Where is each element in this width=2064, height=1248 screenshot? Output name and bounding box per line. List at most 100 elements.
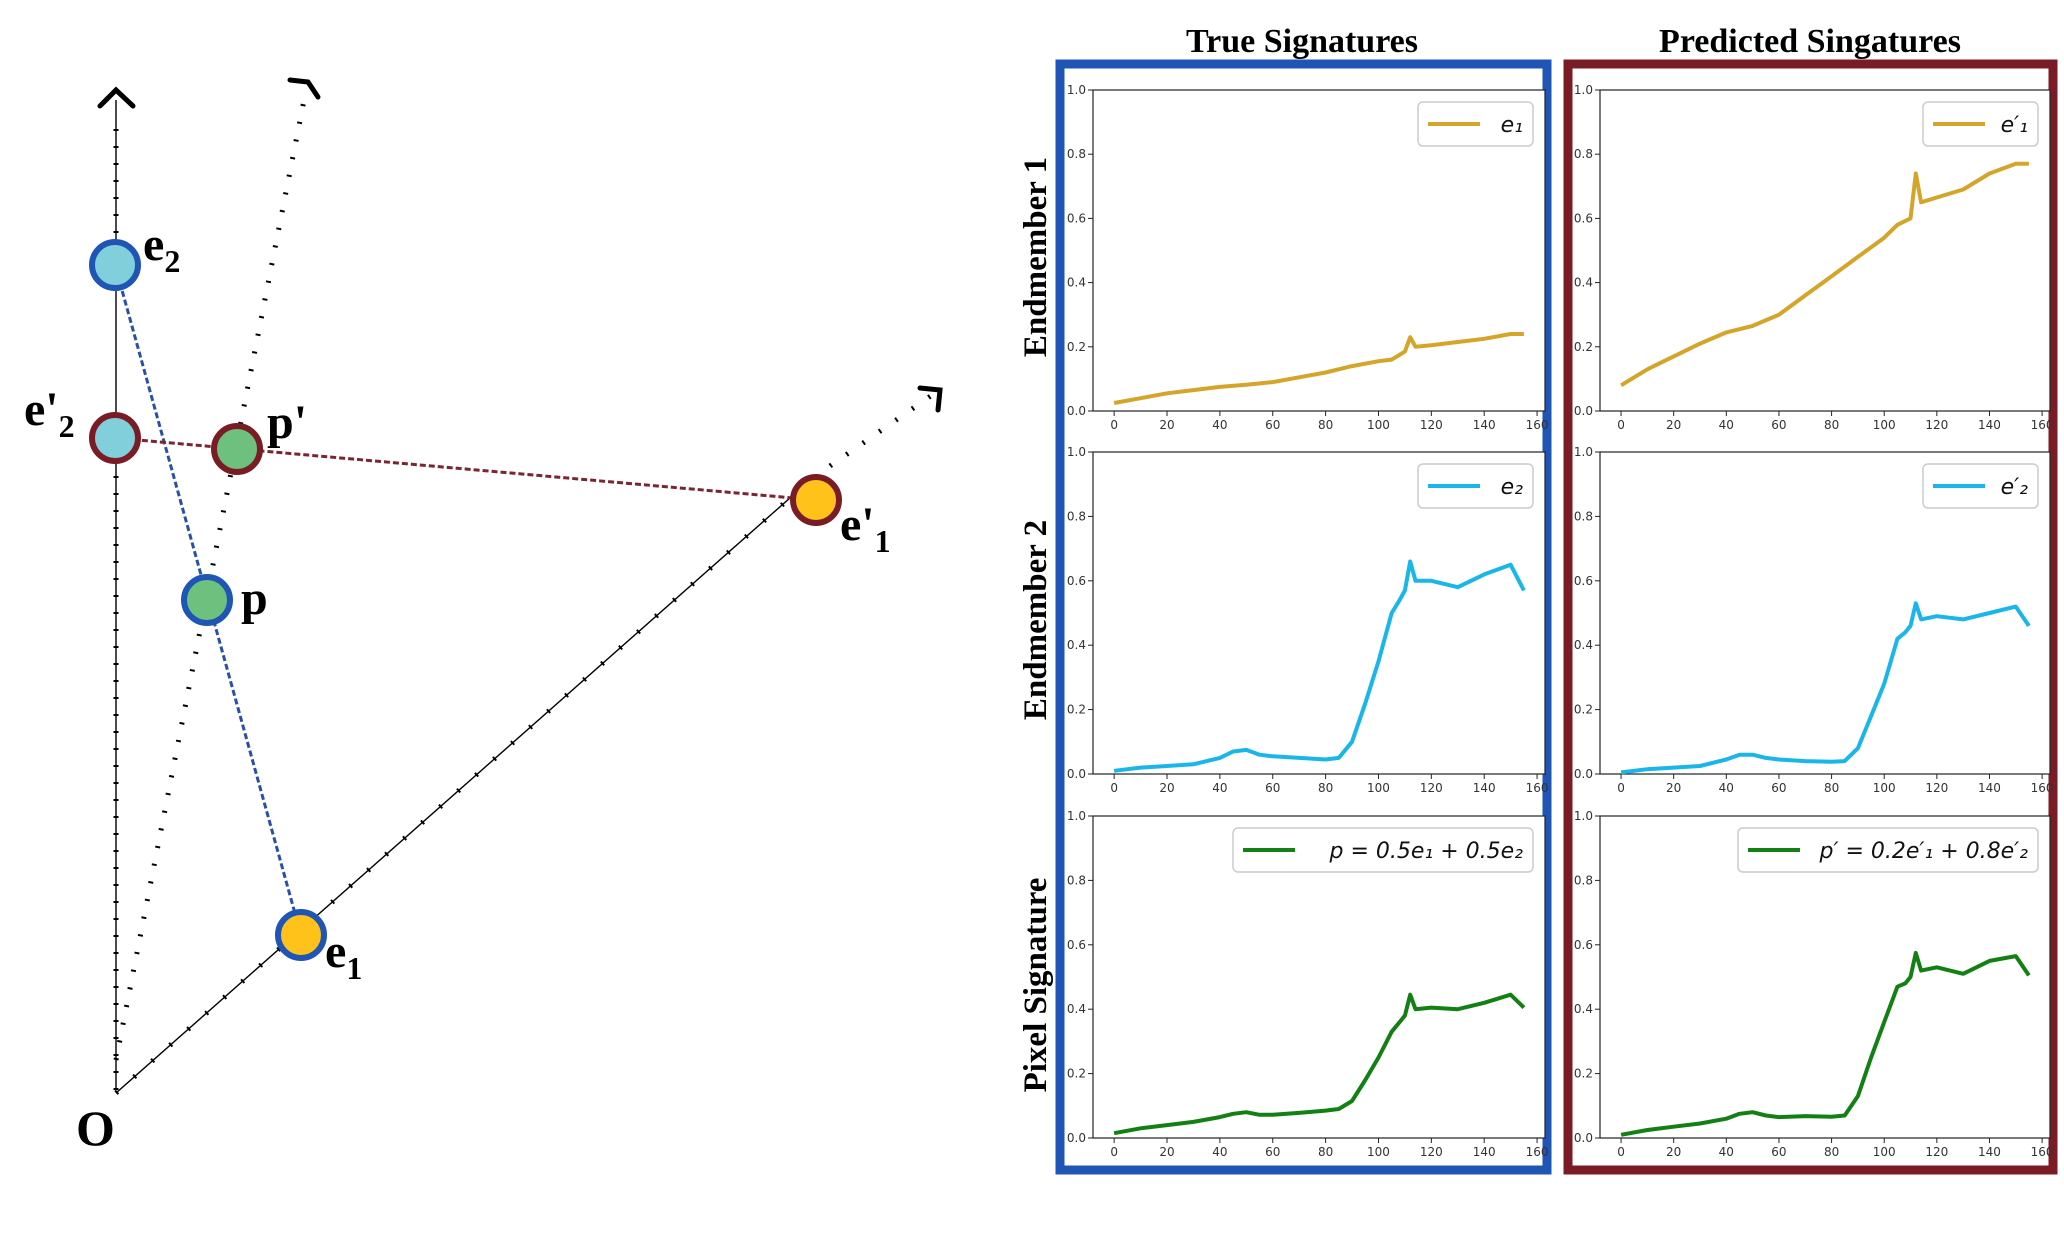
x-tick-label: 140	[1978, 781, 2001, 795]
x-tick-label: 120	[1420, 1145, 1443, 1159]
y-tick-label: 0.2	[1067, 1067, 1086, 1081]
endmember-geometry-diagram: O e2 e'2 p' p e'1 e1	[24, 77, 943, 1156]
pred-endmember-1-series-line	[1620, 161, 2029, 388]
plot-grid: 0 20 40 60 80 100 120 140 160 0.0 0.2 0.4 0.6 0.8 1.0 e…	[1067, 83, 2054, 1159]
y-tick-label: 1.0	[1574, 445, 1593, 459]
x-tick-label: 100	[1367, 418, 1390, 432]
true-endmember-1-series-line	[1113, 332, 1524, 405]
y-tick-label: 0.4	[1067, 276, 1086, 290]
x-tick-label: 60	[1265, 418, 1280, 432]
pred-pixel-plot: 0 20 40 60 80 100 120 140 160 0.0 0.2 0.4 0.6 0.8 1.0 p…	[1574, 809, 2054, 1159]
y-tick-label: 0.8	[1067, 873, 1086, 887]
y-tick-label: 1.0	[1067, 809, 1086, 823]
y-tick-label: 0.4	[1067, 638, 1086, 652]
row-title-endmember-1: Endmember 1	[1018, 157, 1054, 357]
x-tick-label: 120	[1420, 418, 1443, 432]
y-tick-label: 1.0	[1574, 809, 1593, 823]
column-title-true: True Signatures	[1186, 23, 1418, 60]
label-p-prime: p'	[267, 396, 307, 449]
x-tick-label: 80	[1824, 781, 1839, 795]
point-p-prime	[211, 423, 263, 475]
pred-pixel-legend-label: p′ = 0.2e′₁ + 0.8e′₂	[1819, 839, 2029, 864]
label-origin: O	[76, 1100, 115, 1156]
x-tick-label: 20	[1666, 418, 1681, 432]
pred-endmember-1-legend-label: e′₁	[2001, 113, 2028, 138]
x-tick-label: 20	[1159, 418, 1174, 432]
x-tick-label: 140	[1473, 1145, 1496, 1159]
x-tick-label: 160	[1526, 781, 1549, 795]
x-tick-label: 40	[1719, 418, 1734, 432]
x-tick-label: 160	[2031, 418, 2054, 432]
y-tick-label: 0.0	[1574, 404, 1593, 418]
y-tick-label: 0.4	[1067, 1002, 1086, 1016]
y-tick-label: 0.2	[1574, 703, 1593, 717]
x-tick-label: 20	[1666, 781, 1681, 795]
column-title-predicted: Predicted Singatures	[1659, 23, 1961, 60]
y-tick-label: 0.6	[1574, 574, 1593, 588]
y-tick-label: 0.6	[1067, 574, 1086, 588]
true-pixel-legend-box	[1232, 827, 1534, 873]
pred-endmember-2-legend-label: e′₂	[2001, 475, 2029, 500]
true-signatures-frame	[1055, 59, 1552, 1175]
x-tick-label: 80	[1318, 418, 1333, 432]
x-tick-label: 80	[1318, 1145, 1333, 1159]
y-tick-label: 0.6	[1574, 211, 1593, 225]
y-tick-label: 0.0	[1067, 767, 1086, 781]
pred-endmember-2-series-line	[1620, 601, 2031, 775]
axis-arrowheads	[97, 77, 943, 413]
y-tick-label: 0.2	[1067, 340, 1086, 354]
y-tick-label: 0.8	[1067, 509, 1086, 523]
y-tick-label: 0.8	[1574, 509, 1593, 523]
y-tick-label: 0.8	[1574, 873, 1593, 887]
x-tick-label: 100	[1873, 1145, 1896, 1159]
label-e2-prime: e'2	[24, 383, 75, 444]
pred-endmember-1-plot: 0 20 40 60 80 100 120 140 160 0.0 0.2 0.4 0.6 0.8 1.0 e…	[1574, 83, 2054, 432]
true-endmember-2-series-line	[1113, 559, 1526, 773]
x-tick-label: 20	[1159, 1145, 1174, 1159]
x-tick-label: 40	[1212, 418, 1227, 432]
x-tick-label: 0	[1617, 781, 1625, 795]
x-tick-label: 140	[1473, 418, 1496, 432]
point-p	[181, 574, 233, 626]
x-tick-label: 80	[1824, 1145, 1839, 1159]
x-tick-label: 60	[1265, 781, 1280, 795]
x-tick-label: 60	[1265, 1145, 1280, 1159]
y-tick-label: 0.0	[1574, 767, 1593, 781]
x-tick-label: 160	[2031, 1145, 2054, 1159]
x-tick-label: 0	[1617, 418, 1625, 432]
y-tick-label: 0.8	[1067, 147, 1086, 161]
y-tick-label: 0.6	[1067, 211, 1086, 225]
x-tick-label: 40	[1212, 781, 1227, 795]
x-tick-label: 80	[1318, 781, 1333, 795]
true-endmember-2-legend-label: e₂	[1501, 475, 1524, 500]
row-title-pixel-signature: Pixel Signature	[1018, 878, 1054, 1093]
y-tick-label: 0.4	[1574, 1002, 1593, 1016]
y-tick-label: 1.0	[1067, 445, 1086, 459]
predicted-signatures-frame	[1563, 59, 2058, 1175]
label-p: p	[241, 572, 268, 625]
arrowhead-diagonal-icon	[917, 385, 943, 413]
y-tick-label: 0.4	[1574, 276, 1593, 290]
x-tick-label: 0	[1110, 781, 1118, 795]
pred-pixel-series-line	[1620, 950, 2031, 1137]
true-endmember-1-plot: 0 20 40 60 80 100 120 140 160 0.0 0.2 0.4 0.6 0.8 1.0 e…	[1067, 83, 1549, 432]
y-tick-label: 0.2	[1574, 1067, 1593, 1081]
y-tick-label: 0.2	[1574, 340, 1593, 354]
true-pixel-plot: 0 20 40 60 80 100 120 140 160 0.0 0.2 0.4 0.6 0.8 1.0 p…	[1067, 809, 1549, 1159]
y-tick-label: 0.0	[1067, 1131, 1086, 1145]
x-tick-label: 120	[1925, 1145, 1948, 1159]
x-tick-label: 160	[1526, 1145, 1549, 1159]
signature-panels: True Signatures Predicted Singatures End…	[1018, 23, 2058, 1175]
x-tick-label: 60	[1771, 418, 1786, 432]
y-tick-label: 1.0	[1067, 83, 1086, 97]
x-tick-label: 140	[1978, 1145, 2001, 1159]
axis-lines	[113, 94, 937, 1095]
y-tick-label: 0.2	[1067, 703, 1086, 717]
true-endmember-2-plot: 0 20 40 60 80 100 120 140 160 0.0 0.2 0.4 0.6 0.8 1.0 e…	[1067, 445, 1549, 795]
x-tick-label: 20	[1666, 1145, 1681, 1159]
y-tick-label: 1.0	[1574, 83, 1593, 97]
x-tick-label: 100	[1367, 781, 1390, 795]
y-tick-label: 0.8	[1574, 147, 1593, 161]
x-tick-label: 160	[2031, 781, 2054, 795]
x-tick-label: 0	[1110, 418, 1118, 432]
